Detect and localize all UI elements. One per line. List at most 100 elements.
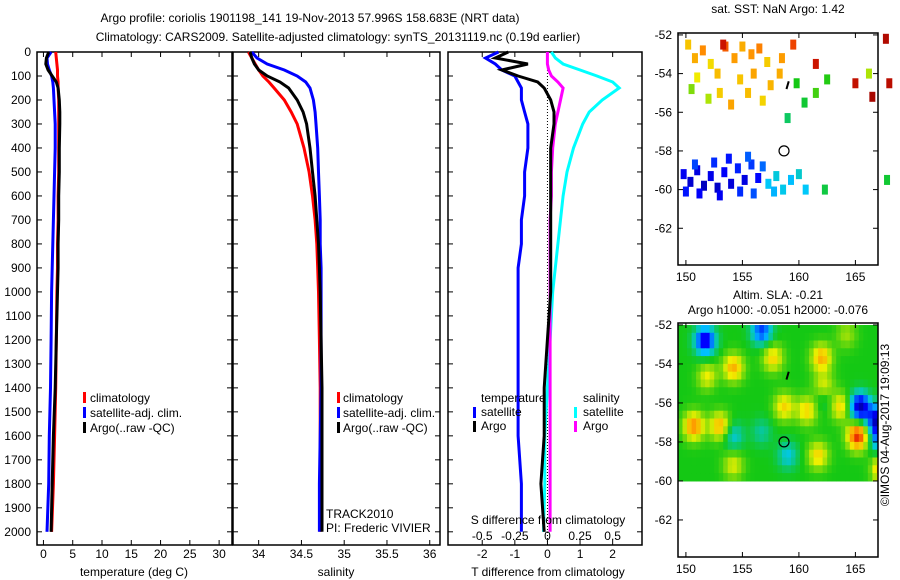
sla-cell xyxy=(840,457,846,466)
float-track-marker xyxy=(785,81,790,90)
sla-cell xyxy=(854,348,860,357)
sla-cell xyxy=(863,441,869,451)
legend-swatch-climatology xyxy=(337,392,340,403)
sla-cell xyxy=(727,348,733,357)
sla-cell xyxy=(723,434,729,443)
sla-cell xyxy=(723,457,729,466)
sla-cell xyxy=(750,332,756,342)
sla-cell xyxy=(800,441,805,451)
sla-cell xyxy=(696,340,702,349)
sla-cell xyxy=(718,457,724,466)
sla-cell xyxy=(867,426,873,435)
sla-cell xyxy=(818,379,824,388)
sla-cell xyxy=(782,340,787,349)
sla-cell xyxy=(714,441,720,451)
sla-cell xyxy=(754,449,760,458)
series-temperature-satellite xyxy=(482,50,530,532)
sla-cell xyxy=(845,410,851,419)
sla-cell xyxy=(795,426,801,435)
sla-cell xyxy=(709,395,715,404)
sst-point xyxy=(886,78,893,89)
sla-cell xyxy=(741,441,747,451)
sla-cell xyxy=(696,402,702,412)
sla-cell xyxy=(741,480,747,482)
sla-cell xyxy=(772,363,778,373)
sst-point xyxy=(716,190,723,201)
sla-map: 150 155 160 165 -52 -54 -56 -58 -60 -62 xyxy=(655,318,879,576)
sla-cell xyxy=(854,387,860,396)
sla-cell xyxy=(822,434,828,443)
x-tick-label: 1 xyxy=(577,547,584,561)
sla-cell xyxy=(745,465,751,474)
sla-cell xyxy=(727,395,733,404)
sla-cell xyxy=(858,465,864,474)
sla-cell xyxy=(759,465,765,474)
sla-cell xyxy=(772,457,778,466)
sla-cell xyxy=(745,457,751,466)
sst-point xyxy=(721,167,728,178)
sla-cell xyxy=(768,348,774,357)
sla-cell xyxy=(723,410,729,419)
sla-cell xyxy=(786,371,792,380)
lat-tick-label: -56 xyxy=(655,396,673,410)
sla-cell xyxy=(705,332,711,342)
sla-cell xyxy=(809,332,815,342)
sla-cell xyxy=(818,441,824,451)
sla-cell xyxy=(772,371,778,380)
sla-cell xyxy=(691,395,697,404)
sla-cell xyxy=(804,410,810,419)
sla-cell xyxy=(727,434,733,443)
sla-cell xyxy=(800,410,805,419)
sla-cell xyxy=(732,379,738,388)
sst-point xyxy=(784,113,791,124)
sst-point xyxy=(694,165,701,176)
sla-cell xyxy=(723,356,729,365)
sla-cell xyxy=(822,371,828,380)
sla-cell xyxy=(682,371,688,380)
sla-cell xyxy=(827,418,833,427)
sla-cell xyxy=(854,465,860,474)
sla-cell xyxy=(831,363,837,373)
sla-cell xyxy=(858,363,864,373)
sla-cell xyxy=(845,441,851,451)
sla-cell xyxy=(872,356,878,365)
sla-cell xyxy=(854,363,860,373)
sla-cell xyxy=(845,348,851,357)
sla-cell xyxy=(845,356,851,365)
float-track-marker xyxy=(785,371,790,380)
sla-cell xyxy=(741,340,747,349)
sla-cell xyxy=(714,473,720,482)
sla-cell xyxy=(840,441,846,451)
y-tick-label: 1400 xyxy=(4,381,31,395)
sla-cell xyxy=(858,457,864,466)
sla-cell xyxy=(732,426,738,435)
sla-cell xyxy=(813,434,819,443)
sla-cell xyxy=(813,480,819,482)
sla-cell xyxy=(777,356,783,365)
sla-cell xyxy=(705,410,711,419)
sla-cell xyxy=(795,371,801,380)
lon-tick-label: 160 xyxy=(789,562,809,576)
sla-cell xyxy=(804,387,810,396)
sst-point xyxy=(812,58,819,69)
sla-cell xyxy=(714,402,720,412)
sla-cell xyxy=(718,356,724,365)
sla-cell xyxy=(754,457,760,466)
sla-cell xyxy=(745,356,751,365)
sla-cell xyxy=(831,465,837,474)
sla-cell xyxy=(863,363,869,373)
sla-cell xyxy=(809,325,815,334)
sla-cell xyxy=(822,465,828,474)
sla-cell xyxy=(813,410,819,419)
sla-cell xyxy=(714,348,720,357)
sla-cell xyxy=(777,332,783,342)
sla-cell xyxy=(691,325,697,334)
sla-cell xyxy=(777,395,783,404)
sla-cell xyxy=(691,402,697,412)
sla-cell xyxy=(849,379,855,388)
sla-cell xyxy=(831,457,837,466)
sla-cell xyxy=(714,426,720,435)
sla-cell xyxy=(687,325,692,334)
sla-cell xyxy=(714,379,720,388)
y-tick-label: 1500 xyxy=(4,405,31,419)
